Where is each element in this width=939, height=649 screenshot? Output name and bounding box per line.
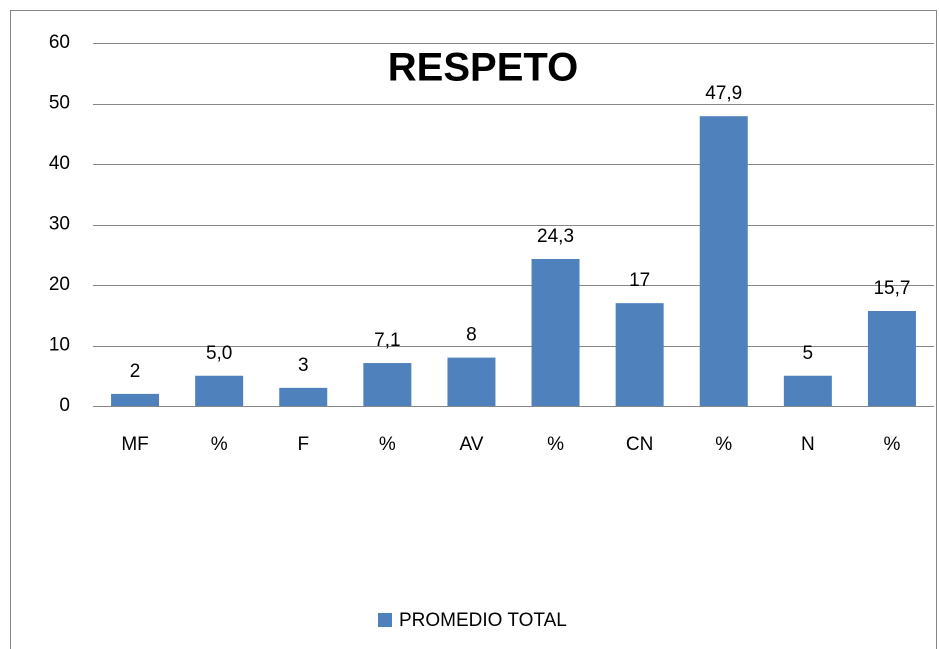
x-tick-label: % bbox=[547, 434, 564, 455]
bar bbox=[447, 357, 496, 406]
legend-swatch bbox=[378, 613, 392, 627]
data-label: 8 bbox=[466, 325, 477, 346]
data-label: 24,3 bbox=[537, 226, 574, 247]
bar bbox=[279, 387, 328, 406]
bar bbox=[699, 116, 748, 406]
chart-title: RESPETO bbox=[388, 46, 578, 90]
data-label: 47,9 bbox=[705, 83, 742, 104]
y-tick-label: 20 bbox=[49, 274, 70, 295]
bar bbox=[867, 311, 916, 406]
legend-label: PROMEDIO TOTAL bbox=[399, 610, 567, 631]
y-tick-label: 60 bbox=[49, 32, 70, 53]
data-label: 15,7 bbox=[873, 278, 910, 299]
data-label: 5 bbox=[803, 343, 814, 364]
bar bbox=[615, 303, 664, 406]
x-tick-label: CN bbox=[626, 434, 653, 455]
bar bbox=[111, 393, 160, 406]
x-tick-label: % bbox=[379, 434, 396, 455]
x-tick-label: % bbox=[715, 434, 732, 455]
y-tick-label: 30 bbox=[49, 214, 70, 235]
data-label: 17 bbox=[629, 270, 650, 291]
data-label: 5,0 bbox=[206, 343, 232, 364]
bar bbox=[363, 363, 412, 406]
y-tick-label: 0 bbox=[59, 395, 70, 416]
bar bbox=[195, 375, 244, 406]
data-label: 3 bbox=[298, 355, 309, 376]
x-tick-label: F bbox=[297, 434, 309, 455]
x-tick-label: N bbox=[801, 434, 815, 455]
data-label: 7,1 bbox=[374, 330, 400, 351]
y-tick-label: 10 bbox=[49, 335, 70, 356]
chart-frame bbox=[10, 10, 937, 649]
x-tick-label: % bbox=[883, 434, 900, 455]
bar bbox=[531, 258, 580, 406]
x-tick-label: MF bbox=[121, 434, 148, 455]
y-tick-label: 40 bbox=[49, 153, 70, 174]
bar bbox=[783, 375, 832, 406]
x-tick-label: AV bbox=[459, 434, 483, 455]
data-label: 2 bbox=[130, 361, 141, 382]
y-tick-label: 50 bbox=[49, 93, 70, 114]
x-tick-label: % bbox=[211, 434, 228, 455]
